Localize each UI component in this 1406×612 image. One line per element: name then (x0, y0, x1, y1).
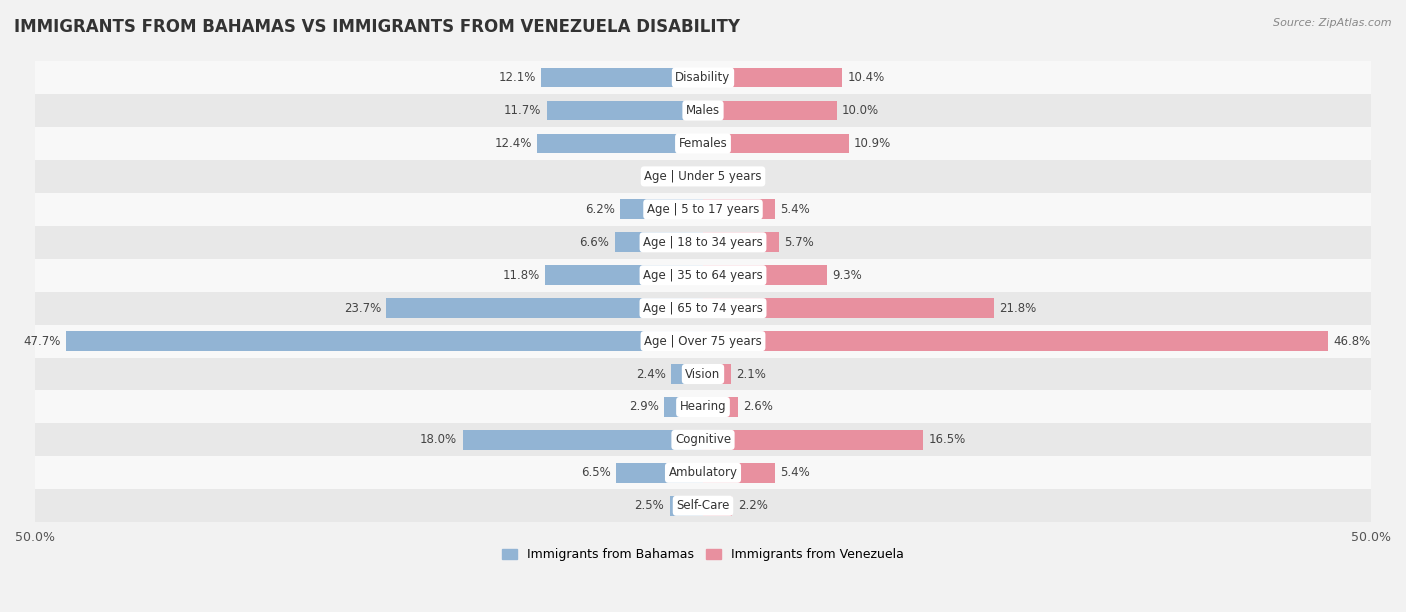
Bar (541, 68, 703, 88)
Text: 47.7%: 47.7% (22, 335, 60, 348)
Bar (703, 298, 994, 318)
Bar (35, 127, 1371, 160)
Text: 5.7%: 5.7% (785, 236, 814, 249)
Text: 12.1%: 12.1% (499, 71, 536, 84)
Bar (35, 424, 1371, 457)
Text: Age | Over 75 years: Age | Over 75 years (644, 335, 762, 348)
Bar (703, 200, 775, 219)
Bar (35, 457, 1371, 490)
Bar (35, 292, 1371, 324)
Text: Self-Care: Self-Care (676, 499, 730, 512)
Bar (35, 94, 1371, 127)
Bar (703, 463, 775, 483)
Bar (35, 61, 1371, 94)
Text: 9.3%: 9.3% (832, 269, 862, 282)
Bar (703, 364, 731, 384)
Bar (671, 364, 703, 384)
Text: 10.4%: 10.4% (848, 71, 884, 84)
Text: 18.0%: 18.0% (420, 433, 457, 446)
Bar (703, 266, 827, 285)
Text: 6.2%: 6.2% (585, 203, 614, 216)
Text: Cognitive: Cognitive (675, 433, 731, 446)
Bar (35, 193, 1371, 226)
Bar (35, 490, 1371, 522)
Bar (703, 166, 718, 186)
Text: 2.6%: 2.6% (744, 400, 773, 414)
Bar (387, 298, 703, 318)
Bar (703, 331, 1329, 351)
Bar (703, 397, 738, 417)
Bar (614, 233, 703, 252)
Bar (547, 100, 703, 121)
Text: Ambulatory: Ambulatory (668, 466, 738, 479)
Legend: Immigrants from Bahamas, Immigrants from Venezuela: Immigrants from Bahamas, Immigrants from… (496, 543, 910, 566)
Text: Source: ZipAtlas.com: Source: ZipAtlas.com (1274, 18, 1392, 28)
Text: 6.5%: 6.5% (581, 466, 610, 479)
Text: 6.6%: 6.6% (579, 236, 609, 249)
Text: Disability: Disability (675, 71, 731, 84)
Bar (35, 390, 1371, 424)
Text: Females: Females (679, 137, 727, 150)
Bar (703, 430, 924, 450)
Text: 2.5%: 2.5% (634, 499, 664, 512)
Text: Age | Under 5 years: Age | Under 5 years (644, 170, 762, 183)
Text: 1.2%: 1.2% (724, 170, 754, 183)
Bar (669, 496, 703, 516)
Text: 2.2%: 2.2% (738, 499, 768, 512)
Text: Age | 5 to 17 years: Age | 5 to 17 years (647, 203, 759, 216)
Bar (35, 160, 1371, 193)
Text: 23.7%: 23.7% (344, 302, 381, 315)
Text: 21.8%: 21.8% (1000, 302, 1036, 315)
Bar (703, 133, 849, 154)
Bar (703, 496, 733, 516)
Text: 2.1%: 2.1% (737, 368, 766, 381)
Text: 2.4%: 2.4% (636, 368, 665, 381)
Bar (35, 324, 1371, 357)
Text: 10.0%: 10.0% (842, 104, 879, 117)
Text: Hearing: Hearing (679, 400, 727, 414)
Text: 5.4%: 5.4% (780, 466, 810, 479)
Bar (66, 331, 703, 351)
Bar (703, 233, 779, 252)
Text: Age | 35 to 64 years: Age | 35 to 64 years (643, 269, 763, 282)
Bar (463, 430, 703, 450)
Bar (35, 357, 1371, 390)
Text: Vision: Vision (685, 368, 721, 381)
Text: 12.4%: 12.4% (495, 137, 531, 150)
Bar (546, 266, 703, 285)
Bar (537, 133, 703, 154)
Text: Age | 65 to 74 years: Age | 65 to 74 years (643, 302, 763, 315)
Bar (703, 100, 837, 121)
Bar (620, 200, 703, 219)
Text: Males: Males (686, 104, 720, 117)
Text: 10.9%: 10.9% (853, 137, 891, 150)
Text: 11.7%: 11.7% (503, 104, 541, 117)
Bar (616, 463, 703, 483)
Bar (35, 259, 1371, 292)
Bar (703, 68, 842, 88)
Text: 46.8%: 46.8% (1334, 335, 1371, 348)
Text: Age | 18 to 34 years: Age | 18 to 34 years (643, 236, 763, 249)
Text: 2.9%: 2.9% (628, 400, 659, 414)
Text: 5.4%: 5.4% (780, 203, 810, 216)
Text: IMMIGRANTS FROM BAHAMAS VS IMMIGRANTS FROM VENEZUELA DISABILITY: IMMIGRANTS FROM BAHAMAS VS IMMIGRANTS FR… (14, 18, 740, 36)
Text: 16.5%: 16.5% (929, 433, 966, 446)
Text: 1.2%: 1.2% (652, 170, 682, 183)
Bar (688, 166, 703, 186)
Bar (35, 226, 1371, 259)
Text: 11.8%: 11.8% (503, 269, 540, 282)
Bar (664, 397, 703, 417)
